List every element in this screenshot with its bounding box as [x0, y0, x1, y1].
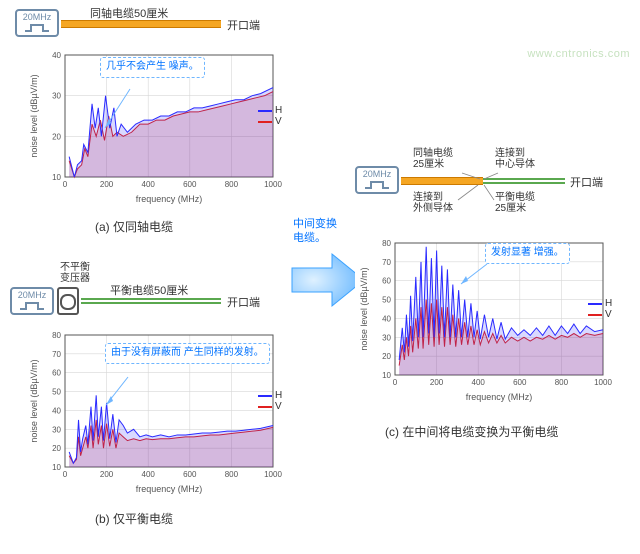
svg-text:20: 20: [382, 352, 391, 361]
annotation-c: 发射显著 增强。: [485, 243, 570, 264]
legend-c: H V: [588, 298, 612, 320]
open-end-a: 开口端: [227, 17, 260, 33]
twin-label-c: 平衡电缆 25厘米: [495, 192, 535, 214]
svg-text:800: 800: [225, 470, 239, 479]
open-end-c: 开口端: [570, 174, 603, 190]
balun-label: 不平衡 变压器: [60, 262, 90, 284]
svg-text:1000: 1000: [264, 470, 282, 479]
source-box-b: 20MHz: [10, 287, 54, 315]
svg-text:20: 20: [52, 444, 61, 453]
annotation-pointer-c: [455, 256, 495, 291]
conn-lines: [450, 170, 500, 206]
svg-text:1000: 1000: [264, 180, 282, 189]
svg-text:30: 30: [52, 425, 61, 434]
svg-text:600: 600: [183, 470, 197, 479]
svg-text:1000: 1000: [594, 378, 612, 387]
svg-text:800: 800: [225, 180, 239, 189]
source-box-a: 20MHz: [15, 9, 59, 37]
svg-text:600: 600: [183, 180, 197, 189]
svg-text:50: 50: [52, 388, 61, 397]
annotation-b: 由于没有屏蔽而 产生同样的发射。: [105, 343, 270, 364]
svg-text:0: 0: [63, 470, 68, 479]
svg-text:40: 40: [52, 406, 61, 415]
watermark: www.cntronics.com: [527, 48, 630, 60]
svg-text:800: 800: [555, 378, 569, 387]
svg-text:frequency (MHz): frequency (MHz): [136, 194, 203, 204]
svg-text:200: 200: [100, 470, 114, 479]
source-box-c: 20MHz: [355, 166, 399, 194]
caption-a: (a) 仅同轴电缆: [95, 218, 173, 235]
svg-text:frequency (MHz): frequency (MHz): [466, 392, 533, 402]
legend-a: H V: [258, 105, 282, 127]
svg-text:0: 0: [63, 180, 68, 189]
svg-text:20: 20: [52, 132, 61, 141]
coax-label-a: 同轴电缆50厘米: [90, 5, 168, 21]
svg-text:70: 70: [382, 258, 391, 267]
twin-label-b: 平衡电缆50厘米: [110, 282, 188, 298]
caption-b: (b) 仅平衡电缆: [95, 510, 173, 527]
svg-text:noise level (dBµV/m): noise level (dBµV/m): [359, 267, 369, 350]
svg-text:50: 50: [382, 296, 391, 305]
transition-text: 中间变换 电缆。: [293, 218, 337, 246]
svg-text:600: 600: [513, 378, 527, 387]
caption-c: (c) 在中间将电缆变换为平衡电缆: [385, 423, 558, 440]
svg-text:noise level (dBµV/m): noise level (dBµV/m): [29, 74, 39, 157]
svg-text:400: 400: [142, 180, 156, 189]
svg-text:60: 60: [52, 369, 61, 378]
page: 20MHz 同轴电缆50厘米 开口端 020040060080010001020…: [0, 0, 640, 554]
annotation-a: 几乎不会产生 噪声。: [100, 57, 205, 78]
svg-text:80: 80: [52, 331, 61, 340]
coax-cable-a: [61, 20, 221, 28]
open-end-b: 开口端: [227, 294, 260, 310]
annotation-pointer-a: [95, 83, 145, 133]
svg-text:200: 200: [100, 180, 114, 189]
svg-text:10: 10: [52, 173, 61, 182]
panel-c: 20MHz 同轴电缆 25厘米 平衡电缆 25厘米 连接到 中心导体 连接到 外…: [355, 148, 635, 478]
svg-text:60: 60: [382, 277, 391, 286]
conn-center-label: 连接到 中心导体: [495, 148, 535, 170]
svg-text:10: 10: [52, 463, 61, 472]
svg-text:70: 70: [52, 350, 61, 359]
svg-text:0: 0: [393, 378, 398, 387]
svg-text:400: 400: [472, 378, 486, 387]
coax-label-c: 同轴电缆 25厘米: [413, 148, 453, 170]
svg-text:400: 400: [142, 470, 156, 479]
panel-a: 20MHz 同轴电缆50厘米 开口端 0 200 400 600 800 1000 10 20…: [5, 5, 310, 240]
svg-text:noise level (dBµV/m): noise level (dBµV/m): [29, 359, 39, 442]
svg-text:10: 10: [382, 371, 391, 380]
panel-b: 不平衡 变压器 20MHz 平衡电缆50厘米 开口端 0200400600800…: [5, 275, 310, 535]
balun-icon: [57, 287, 79, 315]
svg-text:200: 200: [430, 378, 444, 387]
svg-text:80: 80: [382, 239, 391, 248]
legend-b: H V: [258, 390, 282, 412]
conn-outer-label: 连接到 外侧导体: [413, 192, 453, 214]
source-label-a: 20MHz: [23, 12, 52, 22]
annotation-pointer-b: [100, 373, 140, 413]
twin-cable-b: [81, 298, 221, 304]
svg-text:40: 40: [52, 51, 61, 60]
svg-text:30: 30: [52, 92, 61, 101]
svg-text:frequency (MHz): frequency (MHz): [136, 484, 203, 494]
svg-text:40: 40: [382, 314, 391, 323]
svg-text:30: 30: [382, 333, 391, 342]
